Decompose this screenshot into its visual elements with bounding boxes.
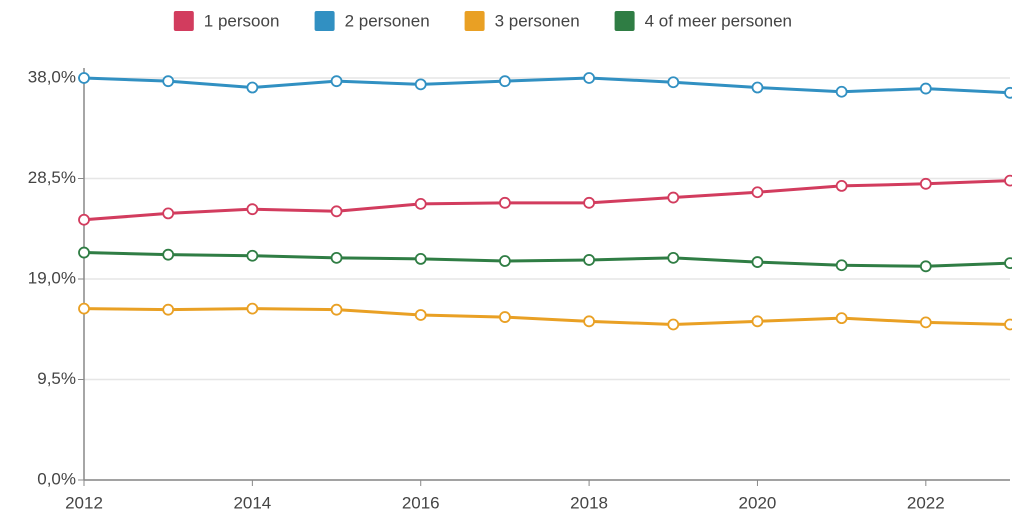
point (583, 196, 595, 209)
point (414, 309, 427, 321)
point (667, 318, 680, 331)
point (499, 311, 511, 323)
point (499, 196, 511, 209)
point (78, 246, 90, 259)
point (1004, 318, 1012, 331)
x-tick-label: 2012 (65, 493, 103, 512)
x-tick-label: 2016 (402, 493, 440, 512)
point (246, 249, 259, 262)
point (414, 252, 427, 265)
point (1004, 86, 1012, 99)
point (246, 302, 259, 315)
legend-label: 2 personen (345, 11, 430, 30)
point (667, 191, 680, 204)
y-tick-label: 9,5% (37, 369, 76, 388)
y-tick-label: 28,5% (28, 168, 76, 187)
point (751, 186, 764, 199)
point (414, 78, 427, 91)
point (499, 75, 511, 88)
point (78, 72, 90, 84)
point (583, 254, 595, 266)
legend-swatch (614, 11, 635, 31)
point (835, 312, 848, 325)
x-tick-label: 2014 (233, 493, 271, 512)
point (1004, 257, 1012, 270)
point (919, 177, 932, 190)
point (919, 260, 932, 273)
point (667, 251, 680, 264)
series-line (83, 76, 1011, 95)
point (330, 303, 343, 316)
point (919, 82, 932, 95)
point (751, 315, 764, 328)
point (246, 81, 259, 94)
y-tick-label: 19,0% (28, 268, 76, 287)
point (499, 255, 511, 267)
legend-swatch (314, 11, 335, 31)
point (162, 207, 175, 220)
point (414, 197, 427, 210)
point (162, 248, 175, 261)
point (667, 76, 680, 89)
point (162, 75, 175, 88)
point (583, 315, 595, 328)
legend-label: 4 of meer personen (645, 11, 792, 30)
legend-swatch (173, 11, 194, 31)
point (1004, 174, 1012, 187)
point (78, 302, 90, 315)
point (330, 205, 343, 218)
point (835, 180, 848, 192)
y-tick-label: 38,0% (28, 67, 76, 86)
point (330, 251, 343, 264)
point (751, 256, 764, 268)
legend-label: 1 persoon (204, 11, 280, 30)
point (583, 72, 595, 84)
y-tick-label: 0,0% (37, 469, 76, 488)
series-line (83, 251, 1011, 268)
x-tick-label: 2022 (907, 493, 945, 512)
series-line (83, 307, 1011, 326)
legend-label: 3 personen (495, 11, 580, 30)
point (835, 85, 848, 98)
point (751, 81, 764, 94)
x-tick-label: 2020 (739, 493, 777, 512)
point (330, 75, 343, 88)
point (919, 316, 932, 329)
point (78, 213, 90, 226)
series-line (83, 179, 1011, 222)
point (246, 203, 259, 216)
legend-swatch (464, 11, 485, 31)
point (835, 259, 848, 272)
point (162, 303, 175, 316)
x-tick-label: 2018 (570, 493, 608, 512)
